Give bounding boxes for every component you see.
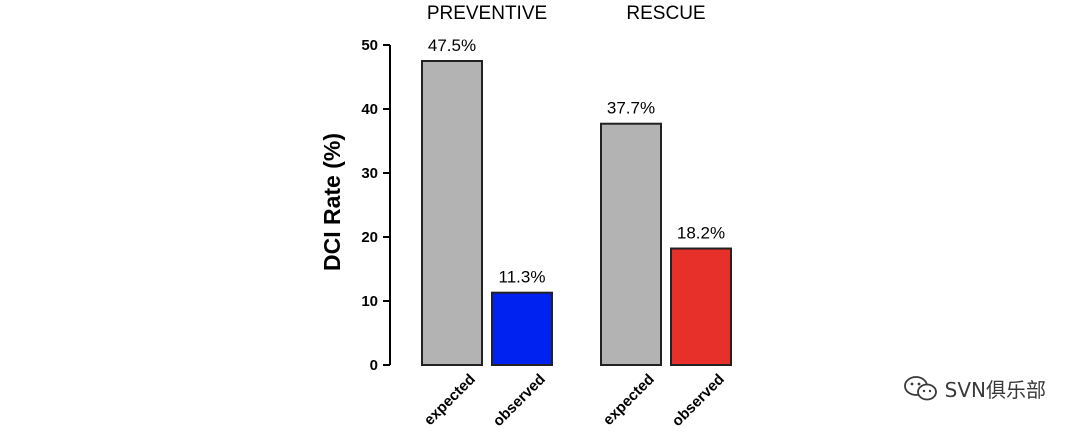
bar bbox=[600, 122, 662, 366]
y-axis-title: DCI Rate (%) bbox=[319, 133, 345, 271]
group-label: PREVENTIVE bbox=[427, 3, 547, 24]
group-label: RESCUE bbox=[626, 3, 705, 24]
watermark: SVN俱乐部 bbox=[903, 374, 1046, 403]
y-tick-label: 30 bbox=[361, 165, 378, 182]
x-category-label: observed bbox=[490, 371, 549, 430]
x-category-label: expected bbox=[600, 371, 658, 429]
y-tick-label: 20 bbox=[361, 229, 378, 246]
bar-value-label: 18.2% bbox=[677, 224, 725, 243]
plot-area: PREVENTIVE 47.5% expected 11.3% observed RESC… bbox=[421, 3, 732, 430]
bar bbox=[491, 291, 553, 366]
y-tick-label: 0 bbox=[370, 357, 378, 374]
y-tick-label: 50 bbox=[361, 37, 378, 54]
bar-value-label: 37.7% bbox=[607, 99, 655, 118]
y-tick-label: 40 bbox=[361, 101, 378, 118]
bar bbox=[670, 247, 732, 367]
x-category-label: observed bbox=[669, 371, 728, 430]
bar-value-label: 47.5% bbox=[428, 36, 476, 55]
bar bbox=[421, 60, 483, 366]
y-axis: 0 10 20 30 40 50 bbox=[361, 37, 391, 374]
watermark-text: SVN俱乐部 bbox=[944, 378, 1046, 402]
x-category-label: expected bbox=[421, 371, 479, 429]
y-tick-label: 10 bbox=[361, 293, 378, 310]
wechat-icon bbox=[903, 375, 937, 400]
bar-value-label: 11.3% bbox=[499, 268, 546, 287]
